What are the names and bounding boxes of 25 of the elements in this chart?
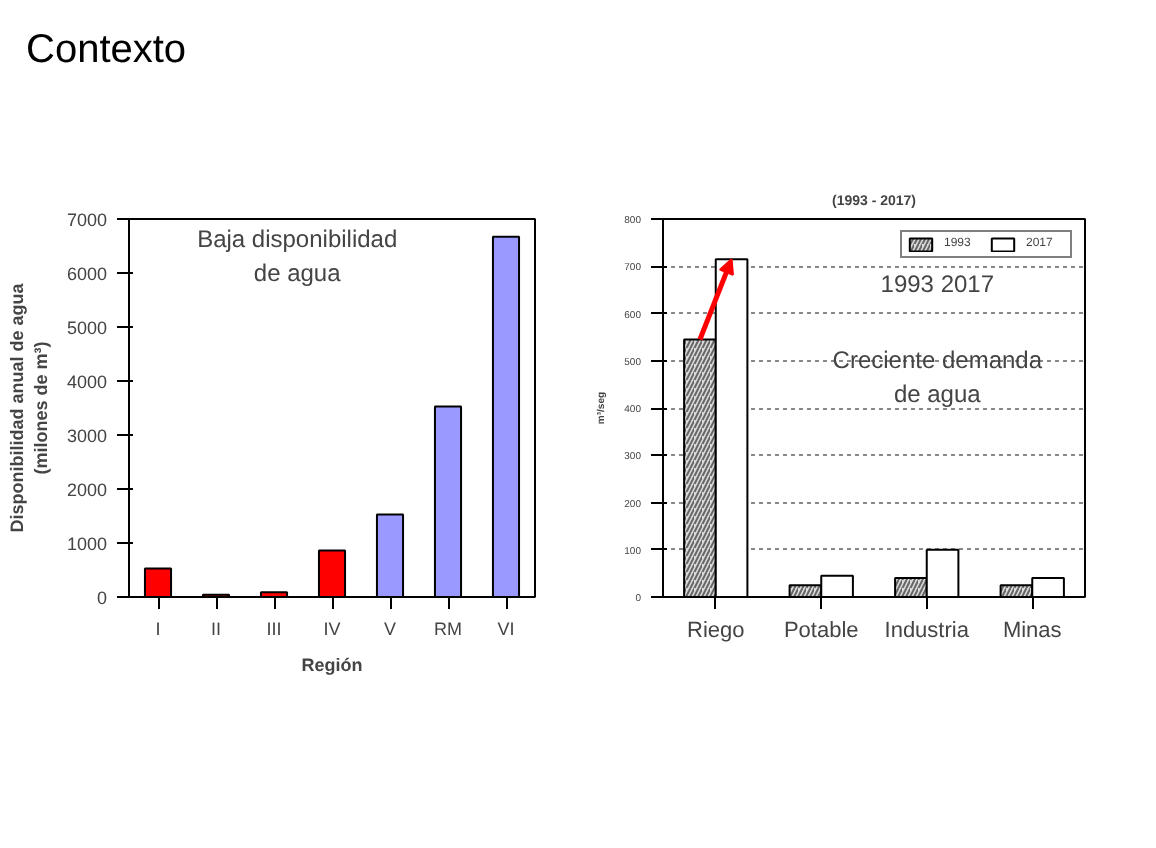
x-tick-label: II <box>211 619 222 639</box>
text: Contexto <box>26 26 187 76</box>
y-tick-label: 2000 <box>66 480 108 500</box>
x-tick-label: Industria <box>884 619 971 643</box>
y-tick-label: 5000 <box>66 318 108 338</box>
x-tick-label: VI <box>497 619 515 639</box>
y-tick-label: 0 <box>96 588 108 608</box>
y-tick-label: 6000 <box>66 264 108 284</box>
x-tick-label: V <box>384 619 397 639</box>
y-tick-label: 4000 <box>66 372 108 392</box>
x-tick-label: Potable <box>783 619 859 643</box>
x-tick-label: Minas <box>1002 619 1063 643</box>
x-tick-label: I <box>155 619 161 639</box>
y-tick-label: 7000 <box>66 210 108 230</box>
annotation: Baja disponibilidad de agua <box>197 225 398 288</box>
annotation: Creciente demanda de agua <box>832 346 1043 408</box>
x-tick-label: Riego <box>687 619 745 643</box>
y-tick-label: 1000 <box>66 534 108 554</box>
annotation: 1993 2017 <box>880 270 995 299</box>
x-axis-title: Región <box>301 655 363 675</box>
x-tick-label: RM <box>434 619 462 639</box>
x-tick-label: III <box>266 619 282 639</box>
x-tick-label: IV <box>323 619 341 639</box>
y-axis-title: Disponibilidad anual de agua (milones de m³) <box>6 281 51 533</box>
y-tick-label: 3000 <box>66 426 108 446</box>
